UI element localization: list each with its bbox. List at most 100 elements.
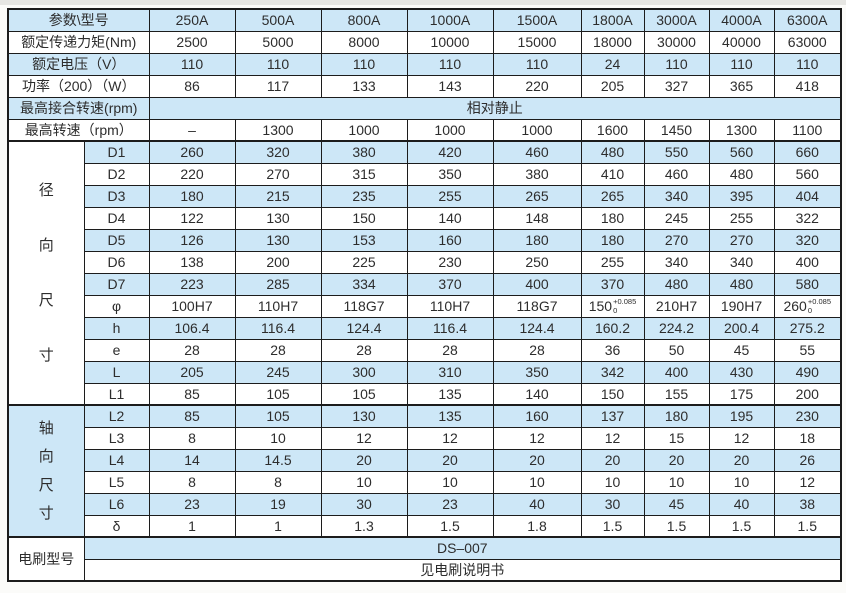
value-cell: 175	[708, 382, 775, 406]
value-cell: 110H7	[406, 294, 494, 318]
model-header: 1500A	[492, 8, 582, 32]
value-cell: 116.4	[406, 316, 494, 340]
merged-value-cell: 相对静止	[148, 96, 842, 120]
value-cell: 148	[492, 206, 582, 230]
spec-table: 参数\型号 250A 500A 800A 1000A 1500A 1800A 3000A 400…	[7, 8, 842, 582]
value-cell: 260	[148, 140, 236, 164]
value-cell: 18000	[580, 30, 645, 54]
value-cell: 126	[148, 228, 236, 252]
value-cell: 1.5	[773, 514, 842, 538]
value-cell: 255	[580, 250, 645, 274]
value-cell: 10	[708, 470, 775, 494]
value-cell: 480	[643, 272, 710, 296]
value-cell: 160.2	[580, 316, 645, 340]
value-cell: 340	[643, 184, 710, 208]
value-cell: 137	[580, 404, 645, 428]
value-cell: 19	[234, 492, 322, 516]
value-cell: 1000	[492, 118, 582, 142]
value-cell: 400	[773, 250, 842, 274]
row-label: 额定传递力矩(Nm)	[7, 30, 150, 54]
group-label-char: 尺	[38, 476, 54, 494]
model-header: 250A	[148, 8, 236, 32]
value-cell: 460	[492, 140, 582, 164]
value-cell: 23	[406, 492, 494, 516]
value-cell: 270	[643, 228, 710, 252]
value-cell: 380	[320, 140, 408, 164]
value-cell: 85	[148, 382, 236, 406]
value-cell: 138	[148, 250, 236, 274]
dim-label: L3	[83, 426, 150, 450]
table-row: 见电刷说明书	[8, 558, 842, 582]
table-row: L6 23 19 30 23 40 30 45 40 38	[8, 492, 842, 516]
row-label: 额定电压（V）	[7, 52, 150, 76]
value-cell: 116.4	[234, 316, 322, 340]
value-cell: 380	[492, 162, 582, 186]
table-row: 额定电压（V） 110 110 110 110 110 24 110 110 110	[7, 52, 842, 76]
value-cell: 215	[234, 184, 322, 208]
value-cell: 370	[580, 272, 645, 296]
value-cell: 1.5	[580, 514, 645, 538]
dim-label: L4	[83, 448, 150, 472]
spec-table-body: 参数\型号 250A 500A 800A 1000A 1500A 1800A 3000A 400…	[7, 8, 842, 582]
value-cell: 105	[234, 382, 322, 406]
value-cell: 1.3	[320, 514, 408, 538]
value-cell: 400	[643, 360, 710, 384]
value-cell: 10	[492, 470, 582, 494]
value-cell: 420	[406, 140, 494, 164]
value-cell: 225	[320, 250, 408, 274]
brush-note-cell: 见电刷说明书	[83, 558, 842, 582]
value-cell: 110	[320, 52, 408, 76]
value-cell: 224.2	[643, 316, 710, 340]
value-cell: 1100	[773, 118, 842, 142]
value-cell: 45	[643, 492, 710, 516]
value-cell: 1.5	[643, 514, 710, 538]
value-cell: 140	[406, 206, 494, 230]
value-cell: 550	[643, 140, 710, 164]
value-cell: 24	[580, 52, 645, 76]
value-cell: 200.4	[708, 316, 775, 340]
group-label-char: 尺	[38, 292, 54, 309]
value-cell: 1.5	[708, 514, 775, 538]
value-cell: 315	[320, 162, 408, 186]
group-label: 轴向尺寸	[7, 404, 85, 538]
brush-model-cell: DS–007	[83, 536, 842, 560]
table-row: D7 223 285 334 370 400 370 480 480 580	[8, 272, 842, 296]
value-cell: 320	[234, 140, 322, 164]
value-cell: 26	[773, 448, 842, 472]
value-cell: 153	[320, 228, 408, 252]
table-row: 功率（200）（W） 86 117 133 143 220 205 327 365 418	[7, 74, 842, 98]
value-cell: 45	[708, 338, 775, 362]
value-cell: 20	[492, 448, 582, 472]
group-label-char: 轴	[38, 419, 54, 437]
value-cell: 223	[148, 272, 236, 296]
tolerance-limits: +0.085 0	[613, 296, 637, 315]
value-cell: 28	[320, 338, 408, 362]
value-cell: 110	[406, 52, 494, 76]
value-cell: 160	[492, 404, 582, 428]
value-cell: 220	[492, 74, 582, 98]
value-cell: 340	[643, 250, 710, 274]
value-cell: 12	[580, 426, 645, 450]
group-label: 径向尺寸	[7, 140, 85, 406]
value-cell: 370	[406, 272, 494, 296]
table-row: δ 1 1 1.3 1.5 1.8 1.5 1.5 1.5 1.5	[8, 514, 842, 538]
value-cell: 124.4	[492, 316, 582, 340]
value-cell: 117	[234, 74, 322, 98]
value-cell: –	[148, 118, 236, 142]
value-cell: 2500	[148, 30, 236, 54]
table-row: h 106.4 116.4 124.4 116.4 124.4 160.2 224.2 200.…	[8, 316, 842, 340]
value-cell: 404	[773, 184, 842, 208]
dim-label: L1	[83, 382, 150, 406]
group-label-char: 寸	[38, 505, 54, 523]
value-cell: 410	[580, 162, 645, 186]
value-cell: 275.2	[773, 316, 842, 340]
value-cell: 210H7	[643, 294, 710, 318]
value-cell: 265	[580, 184, 645, 208]
dim-label: L	[83, 360, 150, 384]
value-cell: 20	[708, 448, 775, 472]
value-cell: 8	[234, 470, 322, 494]
value-cell: 1000	[406, 118, 494, 142]
value-cell: 40	[708, 492, 775, 516]
group-label-char: 寸	[38, 347, 54, 364]
value-cell: 285	[234, 272, 322, 296]
